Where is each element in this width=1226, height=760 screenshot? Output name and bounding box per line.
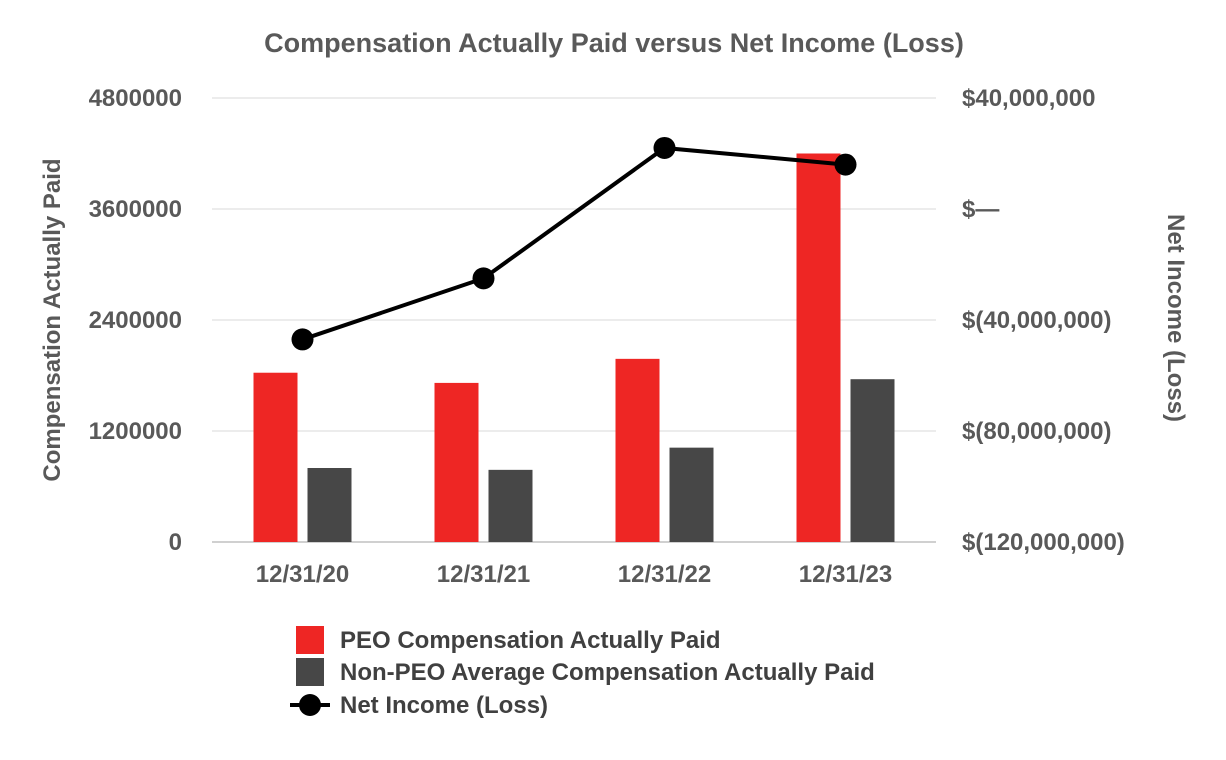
y-axis-label: Compensation Actually Paid [39,158,66,481]
x-tick-label: 12/31/21 [437,561,530,588]
x-axis-ticks: 12/31/20 12/31/21 12/31/22 12/31/23 [256,561,892,588]
legend-swatch-non-peo [296,658,324,686]
bar-peo [253,372,298,542]
bar-peo [615,358,660,542]
legend-label-net-income: Net Income (Loss) [340,692,548,719]
y2-tick-label: $(80,000,000) [962,418,1111,445]
bar-non-peo [669,447,714,542]
net-income-line [291,136,857,351]
net-income-point [291,328,314,351]
legend-label-non-peo: Non-PEO Average Compensation Actually Pa… [340,659,875,686]
bars [253,153,895,542]
y2-axis-label: Net Income (Loss) [1162,214,1189,422]
legend-item-peo: PEO Compensation Actually Paid [296,626,721,654]
legend-swatch-peo [296,626,324,654]
x-tick-label: 12/31/20 [256,561,349,588]
y-tick-label: 4800000 [89,85,182,112]
legend-item-non-peo: Non-PEO Average Compensation Actually Pa… [296,658,875,686]
chart-title: Compensation Actually Paid versus Net In… [264,28,964,58]
legend-swatch-net-income-marker [299,694,321,716]
y-tick-label: 0 [169,529,182,556]
bar-peo [434,382,479,542]
bar-non-peo [307,468,352,542]
bar-non-peo [850,379,895,542]
y2-tick-label: $— [962,196,999,223]
net-income-point [834,153,857,176]
legend: PEO Compensation Actually Paid Non-PEO A… [290,626,875,719]
left-axis-ticks: 0 1200000 2400000 3600000 4800000 [89,85,182,556]
legend-label-peo: PEO Compensation Actually Paid [340,627,721,654]
y-tick-label: 1200000 [89,418,182,445]
bar-non-peo [488,469,533,542]
y-tick-label: 2400000 [89,307,182,334]
y2-tick-label: $40,000,000 [962,85,1095,112]
net-income-point [653,136,676,159]
bar-peo [796,153,841,542]
x-tick-label: 12/31/22 [618,561,711,588]
legend-item-net-income: Net Income (Loss) [290,692,548,719]
x-tick-label: 12/31/23 [799,561,892,588]
y-tick-label: 3600000 [89,196,182,223]
y2-tick-label: $(40,000,000) [962,307,1111,334]
y2-tick-label: $(120,000,000) [962,529,1125,556]
net-income-polyline [301,145,846,342]
right-axis-ticks: $(120,000,000) $(80,000,000) $(40,000,000)… [962,85,1125,556]
net-income-point [472,267,495,290]
